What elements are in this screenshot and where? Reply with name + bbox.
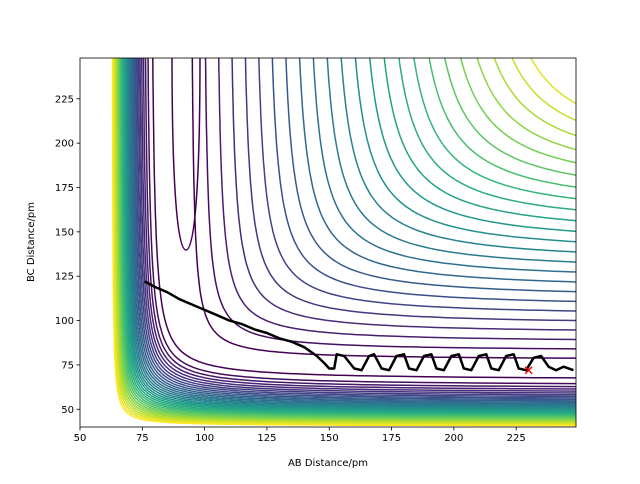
contour-line — [124, 58, 576, 412]
contour-line — [459, 58, 576, 164]
y-tick-label: 125 — [55, 272, 74, 283]
y-tick-label: 200 — [55, 139, 74, 150]
contour-line — [244, 58, 576, 322]
x-tick-label: 100 — [195, 433, 214, 444]
contour-line — [118, 58, 576, 418]
contour-line — [118, 58, 576, 419]
contour-line — [285, 58, 576, 293]
trajectory-layer — [144, 280, 574, 375]
x-tick-label: 225 — [507, 433, 526, 444]
y-tick-label: 50 — [61, 405, 74, 416]
contour-line — [152, 58, 576, 379]
y-tick-label: 100 — [55, 316, 74, 327]
contour-line — [129, 58, 576, 406]
contour-line — [369, 58, 576, 233]
contour-line — [530, 58, 576, 105]
contour-line — [298, 58, 576, 283]
contour-line — [139, 58, 576, 394]
contour-line — [130, 58, 576, 405]
contour-line — [413, 58, 576, 200]
y-tick-label: 225 — [55, 94, 74, 105]
contour-line — [114, 58, 576, 424]
trajectory — [144, 280, 574, 372]
contour-line — [111, 58, 576, 427]
contour-line — [121, 58, 576, 415]
y-axis-label: BC Distance/pm — [26, 202, 37, 282]
contour-line — [271, 58, 576, 303]
contour-line — [476, 58, 576, 151]
y-tick-label: 150 — [55, 227, 74, 238]
contour-line — [147, 58, 576, 385]
contour-line — [354, 58, 576, 243]
contour-line — [132, 58, 576, 402]
contour-line — [137, 58, 576, 396]
x-tick-label: 200 — [444, 433, 463, 444]
contour-line — [231, 58, 576, 331]
contour-line — [383, 58, 576, 222]
contour-line — [511, 58, 576, 122]
contour-line — [125, 58, 576, 411]
contour-line — [133, 58, 576, 401]
contour-line — [258, 58, 576, 312]
contour-line — [142, 58, 576, 390]
contour-line — [112, 58, 576, 426]
end-point-marker — [524, 366, 533, 375]
contour-line — [127, 58, 576, 409]
contour-line — [140, 58, 576, 392]
contour-line — [114, 58, 576, 423]
x-tick-label: 50 — [74, 433, 87, 444]
contour-line — [428, 58, 576, 188]
x-tick-label: 150 — [320, 433, 339, 444]
contour-line — [123, 58, 576, 413]
contour-line — [136, 58, 576, 398]
x-tick-label: 125 — [257, 433, 276, 444]
contour-line — [120, 58, 576, 416]
contour-line — [122, 58, 576, 414]
contour-line — [126, 58, 576, 410]
contour-line — [217, 58, 576, 341]
contour-line — [171, 58, 201, 251]
contour-line — [117, 58, 576, 420]
y-tick-label: 175 — [55, 183, 74, 194]
y-tick-label: 75 — [61, 360, 74, 371]
contour-line — [144, 58, 576, 388]
plot-frame — [79, 57, 577, 428]
contour-line — [116, 58, 576, 421]
contour-line — [113, 58, 576, 425]
x-axis-label: AB Distance/pm — [288, 458, 368, 469]
contour-set — [111, 58, 576, 427]
x-tick-label: 75 — [136, 433, 149, 444]
contour-line — [128, 58, 576, 407]
contour-line — [204, 58, 576, 350]
contour-line — [398, 58, 576, 211]
contour-line — [115, 58, 576, 422]
contour-line — [312, 58, 576, 273]
contour-line — [326, 58, 576, 263]
x-tick-label: 175 — [382, 433, 401, 444]
contour-line — [493, 58, 576, 137]
contour-line — [340, 58, 576, 253]
contour-line — [443, 58, 576, 176]
contour-line — [191, 58, 576, 359]
contour-line — [135, 58, 576, 399]
contour-line — [131, 58, 576, 404]
contour-line — [119, 58, 576, 417]
